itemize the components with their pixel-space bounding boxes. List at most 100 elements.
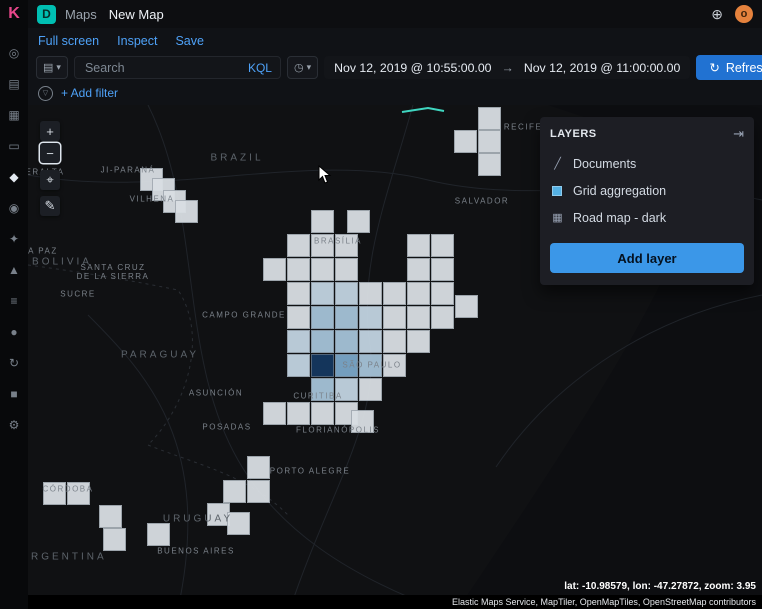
kibana-logo-icon[interactable]: K (0, 0, 28, 28)
grid-cell[interactable] (99, 505, 122, 528)
grid-cell[interactable] (287, 354, 310, 377)
grid-cell[interactable] (311, 282, 334, 305)
sidebar-item-siem-icon[interactable]: ■ (10, 387, 18, 401)
grid-cell[interactable] (311, 210, 334, 233)
grid-cell[interactable] (287, 402, 310, 425)
grid-cell[interactable] (311, 306, 334, 329)
grid-cell[interactable] (347, 210, 370, 233)
grid-cell[interactable] (311, 378, 334, 401)
time-picker-button[interactable]: ◷ ▾ (286, 56, 319, 79)
zoom-out-button[interactable]: − (40, 143, 60, 163)
grid-cell[interactable] (431, 234, 454, 257)
sidebar-item-logs-icon[interactable]: ≡ (10, 294, 18, 308)
grid-cell[interactable] (359, 306, 382, 329)
grid-cell[interactable] (335, 258, 358, 281)
grid-cell[interactable] (407, 306, 430, 329)
grid-cell[interactable] (287, 282, 310, 305)
search-box[interactable]: KQL (73, 56, 281, 79)
grid-cell[interactable] (407, 258, 430, 281)
grid-cell[interactable] (287, 234, 310, 257)
map-canvas[interactable]: BRAZIL BOLIVIA PARAGUAY ARGENTINA URUGUAY REC… (28, 105, 762, 609)
space-avatar[interactable]: D (37, 4, 56, 24)
add-layer-button[interactable]: Add layer (550, 243, 744, 273)
layer-row-road-map-dark[interactable]: ▦ Road map - dark (540, 204, 754, 231)
grid-cell[interactable] (383, 282, 406, 305)
grid-cell[interactable] (287, 330, 310, 353)
grid-cell[interactable] (359, 282, 382, 305)
date-to[interactable]: Nov 12, 2019 @ 11:00:00.00 (523, 60, 681, 75)
tools-button[interactable]: ✎ (40, 196, 60, 216)
sidebar-item-graph-icon[interactable]: ✦ (8, 232, 20, 246)
grid-cell[interactable] (383, 354, 406, 377)
grid-cell[interactable] (335, 306, 358, 329)
grid-cell[interactable] (335, 234, 358, 257)
query-language-toggle[interactable]: KQL (247, 60, 272, 75)
breadcrumb[interactable]: Maps (65, 6, 97, 22)
grid-cell[interactable] (359, 330, 382, 353)
grid-cell[interactable] (67, 482, 90, 505)
date-from[interactable]: Nov 12, 2019 @ 10:55:00.00 (334, 60, 492, 75)
grid-cell[interactable] (383, 306, 406, 329)
grid-cell[interactable] (311, 258, 334, 281)
sidebar-item-apm-icon[interactable]: ● (10, 325, 18, 339)
set-view-button[interactable]: ⌖ (40, 170, 60, 190)
grid-cell[interactable] (247, 456, 270, 479)
grid-cell[interactable] (287, 306, 310, 329)
grid-cell[interactable] (335, 282, 358, 305)
saved-query-button[interactable]: ▤ ▾ (36, 56, 68, 79)
sidebar-item-management-icon[interactable]: ⚙ (8, 418, 20, 432)
grid-cell[interactable] (335, 378, 358, 401)
sidebar-item-metrics-icon[interactable]: ▲ (8, 263, 20, 277)
collapse-panel-icon[interactable]: ⇥ (733, 126, 744, 141)
sidebar-item-machine-learning-icon[interactable]: ◉ (8, 201, 20, 215)
grid-cell[interactable] (223, 480, 246, 503)
toolbar-link-save[interactable]: Save (175, 34, 204, 48)
sidebar-item-maps-icon[interactable]: ◆ (9, 170, 19, 184)
grid-cell[interactable] (335, 354, 358, 377)
zoom-in-button[interactable]: + (40, 121, 60, 141)
grid-cell[interactable] (431, 306, 454, 329)
grid-cell[interactable] (263, 402, 286, 425)
grid-cell[interactable] (247, 480, 270, 503)
refresh-button[interactable]: ↻ Refresh (696, 55, 762, 80)
sidebar-item-dashboard-icon[interactable]: ▦ (8, 108, 20, 122)
grid-cell[interactable] (147, 523, 170, 546)
search-input[interactable] (82, 59, 248, 76)
grid-cell[interactable] (311, 354, 334, 377)
grid-cell[interactable] (359, 354, 382, 377)
grid-cell[interactable] (311, 330, 334, 353)
filter-icon[interactable]: ▽ (38, 85, 53, 101)
grid-cell[interactable] (431, 258, 454, 281)
layer-row-grid-aggregation[interactable]: Grid aggregation (540, 177, 754, 204)
grid-cell[interactable] (175, 200, 198, 223)
grid-cell[interactable] (103, 528, 126, 551)
grid-cell[interactable] (311, 402, 334, 425)
grid-cell[interactable] (407, 234, 430, 257)
user-avatar[interactable]: o (735, 5, 753, 23)
grid-cell[interactable] (407, 330, 430, 353)
grid-cell[interactable] (359, 378, 382, 401)
layer-row-documents[interactable]: ╱ Documents (540, 150, 754, 177)
grid-cell[interactable] (263, 258, 286, 281)
toolbar-link-full-screen[interactable]: Full screen (38, 34, 100, 48)
grid-cell[interactable] (335, 330, 358, 353)
add-filter-link[interactable]: + Add filter (61, 86, 119, 100)
grid-cell[interactable] (478, 130, 501, 153)
grid-cell[interactable] (455, 295, 478, 318)
grid-cell[interactable] (431, 282, 454, 305)
sidebar-item-uptime-icon[interactable]: ↻ (8, 356, 20, 370)
grid-cell[interactable] (311, 234, 334, 257)
sidebar-item-discover-icon[interactable]: ◎ (8, 46, 20, 60)
sidebar-item-canvas-icon[interactable]: ▭ (8, 139, 20, 153)
grid-cell[interactable] (478, 107, 501, 130)
grid-cell[interactable] (407, 282, 430, 305)
grid-cell[interactable] (227, 512, 250, 535)
grid-cell[interactable] (478, 153, 501, 176)
grid-cell[interactable] (351, 410, 374, 433)
grid-cell[interactable] (454, 130, 477, 153)
grid-cell[interactable] (383, 330, 406, 353)
globe-icon[interactable]: ⊕ (711, 5, 723, 22)
toolbar-link-inspect[interactable]: Inspect (117, 34, 158, 48)
grid-cell[interactable] (287, 258, 310, 281)
sidebar-item-visualize-icon[interactable]: ▤ (8, 77, 20, 91)
